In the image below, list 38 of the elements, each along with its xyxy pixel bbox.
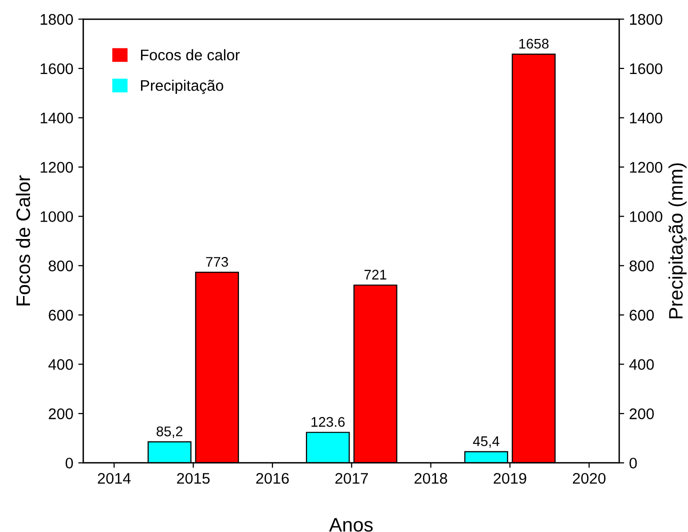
data-label: 123.6: [312, 417, 345, 427]
x-axis-title: Anos: [329, 518, 373, 532]
y-tick-label: 800: [48, 260, 73, 272]
y-tick-label: 1000: [40, 211, 73, 222]
y-tick-label: 200: [48, 408, 73, 420]
y2-axis-title: Precipitação (mm): [668, 163, 687, 318]
y-tick-label: 600: [48, 310, 73, 321]
x-tick-label: 2014: [98, 472, 131, 484]
y2-tick-label: 1200: [630, 162, 662, 173]
y2-tick-label: 400: [629, 359, 654, 370]
y-axis-title: Focos de Calor: [16, 175, 30, 306]
y2-tick-label: 1800: [630, 14, 662, 25]
x-tick-label: 2018: [414, 472, 448, 484]
data-label: 45,4: [473, 436, 500, 448]
y2-tick-label: 1000: [630, 211, 662, 222]
y-tick-label: 1600: [40, 63, 73, 74]
y-tick-label: 400: [48, 359, 73, 370]
data-label: 85,2: [156, 426, 182, 438]
data-label: 1658: [519, 38, 549, 49]
legend-label: Precipitação: [141, 80, 224, 94]
y2-tick-label: 800: [630, 260, 654, 272]
data-label: 773: [206, 256, 228, 267]
y2-tick-label: 1400: [630, 112, 662, 124]
y-tick-label: 0: [66, 458, 73, 469]
x-tick-label: 2016: [256, 472, 289, 484]
y2-tick-label: 200: [630, 408, 654, 420]
data-label: 721: [364, 270, 386, 280]
x-tick-label: 2020: [572, 472, 606, 484]
legend-label: Focos de calor: [141, 49, 240, 60]
y2-tick-label: 1600: [630, 63, 662, 74]
y-tick-label: 1400: [40, 112, 73, 124]
y-tick-label: 1800: [40, 14, 73, 25]
y2-tick-label: 0: [630, 458, 637, 469]
x-tick-label: 2017: [335, 472, 368, 484]
y2-tick-label: 600: [630, 310, 654, 321]
y-tick-label: 1200: [40, 162, 73, 173]
x-tick-label: 2019: [494, 472, 526, 484]
x-tick-label: 2015: [177, 472, 210, 484]
